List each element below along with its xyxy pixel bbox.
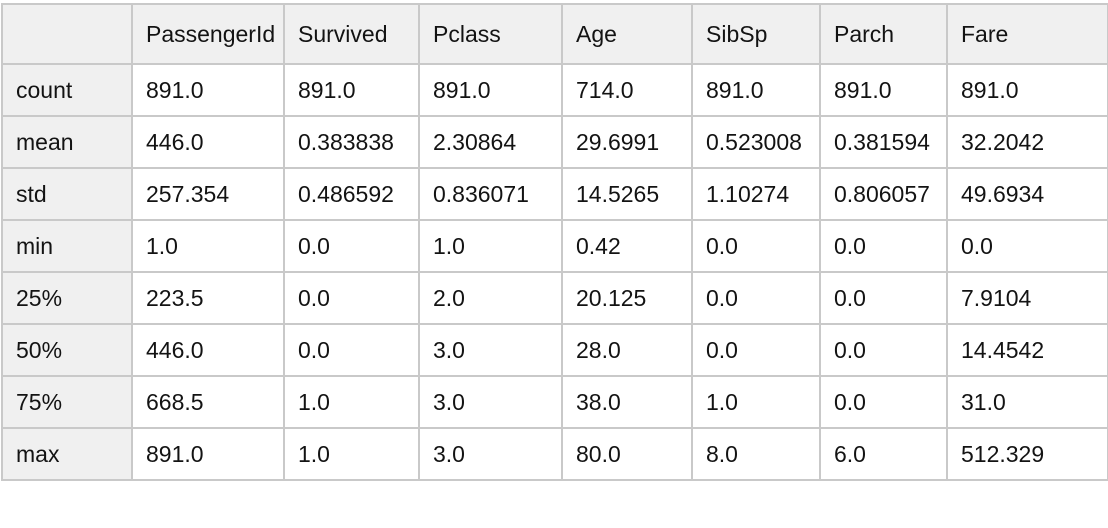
table-cell: 0.0 xyxy=(691,219,821,273)
table-row-min: min 1.0 0.0 1.0 0.42 0.0 0.0 0.0 xyxy=(1,219,1108,273)
table-cell: 0.0 xyxy=(691,271,821,325)
table-cell: 0.381594 xyxy=(819,115,948,169)
table-cell: 891.0 xyxy=(131,63,285,117)
table-cell: 446.0 xyxy=(131,115,285,169)
table-cell: 1.0 xyxy=(283,375,420,429)
column-header-passengerid: PassengerId xyxy=(131,3,285,65)
table-cell: 891.0 xyxy=(819,63,948,117)
table-cell: 891.0 xyxy=(418,63,563,117)
table-cell: 0.486592 xyxy=(283,167,420,221)
table-cell: 0.836071 xyxy=(418,167,563,221)
table-cell: 14.4542 xyxy=(946,323,1108,377)
row-label: mean xyxy=(1,115,133,169)
table-cell: 0.0 xyxy=(819,375,948,429)
table-row-75pct: 75% 668.5 1.0 3.0 38.0 1.0 0.0 31.0 xyxy=(1,375,1108,429)
table-cell: 2.0 xyxy=(418,271,563,325)
column-header-age: Age xyxy=(561,3,693,65)
table-row-std: std 257.354 0.486592 0.836071 14.5265 1.… xyxy=(1,167,1108,221)
table-cell: 49.6934 xyxy=(946,167,1108,221)
table-row-25pct: 25% 223.5 0.0 2.0 20.125 0.0 0.0 7.9104 xyxy=(1,271,1108,325)
header-row: PassengerId Survived Pclass Age SibSp Pa… xyxy=(1,3,1108,65)
column-header-parch: Parch xyxy=(819,3,948,65)
table-cell: 1.10274 xyxy=(691,167,821,221)
table-cell: 0.0 xyxy=(691,323,821,377)
table-cell: 29.6991 xyxy=(561,115,693,169)
table-cell: 891.0 xyxy=(946,63,1108,117)
table-cell: 714.0 xyxy=(561,63,693,117)
table-cell: 0.42 xyxy=(561,219,693,273)
table-cell: 1.0 xyxy=(283,427,420,481)
table-cell: 32.2042 xyxy=(946,115,1108,169)
table-cell: 446.0 xyxy=(131,323,285,377)
row-label: std xyxy=(1,167,133,221)
table-cell: 7.9104 xyxy=(946,271,1108,325)
table-cell: 14.5265 xyxy=(561,167,693,221)
table-cell: 0.806057 xyxy=(819,167,948,221)
table-row-count: count 891.0 891.0 891.0 714.0 891.0 891.… xyxy=(1,63,1108,117)
table-cell: 80.0 xyxy=(561,427,693,481)
row-label: min xyxy=(1,219,133,273)
table-row-max: max 891.0 1.0 3.0 80.0 8.0 6.0 512.329 xyxy=(1,427,1108,481)
table-cell: 2.30864 xyxy=(418,115,563,169)
row-label: 75% xyxy=(1,375,133,429)
table-cell: 223.5 xyxy=(131,271,285,325)
table-cell: 1.0 xyxy=(131,219,285,273)
row-label: count xyxy=(1,63,133,117)
table-cell: 0.0 xyxy=(283,219,420,273)
table-cell: 0.523008 xyxy=(691,115,821,169)
table-cell: 0.0 xyxy=(283,323,420,377)
column-header-sibsp: SibSp xyxy=(691,3,821,65)
table-cell: 38.0 xyxy=(561,375,693,429)
statistics-table: PassengerId Survived Pclass Age SibSp Pa… xyxy=(1,3,1108,481)
table-cell: 0.0 xyxy=(819,323,948,377)
table-cell: 31.0 xyxy=(946,375,1108,429)
row-label: 25% xyxy=(1,271,133,325)
table-row-50pct: 50% 446.0 0.0 3.0 28.0 0.0 0.0 14.4542 xyxy=(1,323,1108,377)
corner-cell xyxy=(1,3,133,65)
table-cell: 0.0 xyxy=(819,271,948,325)
table-cell: 6.0 xyxy=(819,427,948,481)
column-header-pclass: Pclass xyxy=(418,3,563,65)
table-cell: 891.0 xyxy=(131,427,285,481)
table-cell: 891.0 xyxy=(283,63,420,117)
row-label: max xyxy=(1,427,133,481)
table-cell: 512.329 xyxy=(946,427,1108,481)
column-header-fare: Fare xyxy=(946,3,1108,65)
table-cell: 20.125 xyxy=(561,271,693,325)
table-cell: 668.5 xyxy=(131,375,285,429)
table-cell: 3.0 xyxy=(418,323,563,377)
column-header-survived: Survived xyxy=(283,3,420,65)
table-row-mean: mean 446.0 0.383838 2.30864 29.6991 0.52… xyxy=(1,115,1108,169)
table-cell: 1.0 xyxy=(418,219,563,273)
row-label: 50% xyxy=(1,323,133,377)
table-cell: 0.0 xyxy=(819,219,948,273)
table-cell: 0.0 xyxy=(946,219,1108,273)
table-cell: 3.0 xyxy=(418,375,563,429)
table-cell: 28.0 xyxy=(561,323,693,377)
table-cell: 8.0 xyxy=(691,427,821,481)
table-cell: 1.0 xyxy=(691,375,821,429)
table-cell: 257.354 xyxy=(131,167,285,221)
table-cell: 891.0 xyxy=(691,63,821,117)
table-cell: 0.0 xyxy=(283,271,420,325)
table-cell: 0.383838 xyxy=(283,115,420,169)
table-cell: 3.0 xyxy=(418,427,563,481)
